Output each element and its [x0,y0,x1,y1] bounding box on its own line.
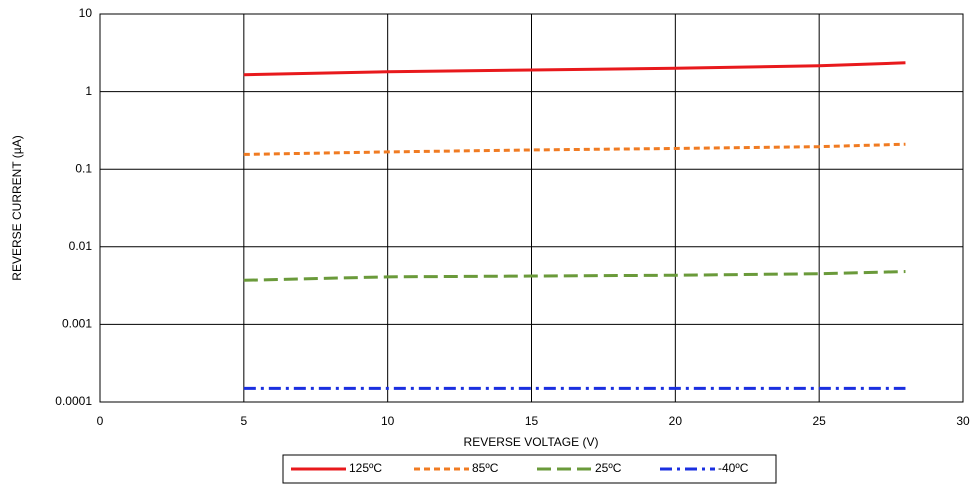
series-line [243,270,906,282]
x-tick-label: 0 [97,414,104,428]
y-tick-label: 10 [79,6,93,20]
plot-border [99,13,964,403]
x-tick-label: 10 [381,414,395,428]
x-tick-label: 30 [956,414,970,428]
y-tick-label: 0.001 [62,317,92,331]
legend-label: 25ºC [595,461,622,475]
legend-label: -40ºC [718,461,749,475]
legend-label: 85ºC [472,461,499,475]
x-tick-label: 5 [240,414,247,428]
y-tick-label: 1 [85,84,92,98]
x-tick-label: 20 [669,414,683,428]
y-tick-label: 0.0001 [55,394,92,408]
y-tick-label: 0.1 [75,161,92,175]
series-line [243,142,906,156]
series-line [243,61,906,77]
legend-label: 125ºC [349,461,382,475]
x-axis-label: REVERSE VOLTAGE (V) [464,435,599,449]
y-axis-label: REVERSE CURRENT (µA) [10,135,24,280]
y-tick-label: 0.01 [69,239,93,253]
x-tick-label: 25 [812,414,826,428]
x-tick-label: 15 [525,414,539,428]
